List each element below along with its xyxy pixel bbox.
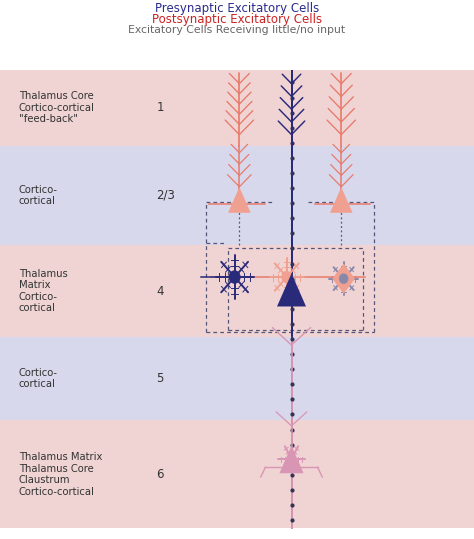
Polygon shape [332,264,355,294]
Bar [0,146,474,245]
Bar [0,337,474,420]
Text: 5: 5 [156,372,164,385]
Polygon shape [277,273,306,307]
Polygon shape [330,187,353,213]
Bar [0,0,474,70]
Text: 6: 6 [156,468,164,481]
Bar [0,245,474,337]
Bar [0,70,474,146]
Text: Excitatory Cells Receiving little/no input: Excitatory Cells Receiving little/no inp… [128,25,346,35]
Polygon shape [279,446,303,473]
Polygon shape [228,187,251,213]
Text: Cortico-
cortical: Cortico- cortical [19,184,58,206]
Circle shape [340,274,347,283]
Text: 2/3: 2/3 [156,189,175,202]
Circle shape [282,272,292,282]
Text: Thalamus
Matrix
Cortico-
cortical: Thalamus Matrix Cortico- cortical [19,268,68,314]
Text: Cortico-
cortical: Cortico- cortical [19,368,58,390]
Circle shape [288,455,295,464]
Text: Postsynaptic Excitatory Cells: Postsynaptic Excitatory Cells [152,13,322,26]
Text: 4: 4 [156,285,164,298]
Text: 1: 1 [156,101,164,114]
Text: Presynaptic Excitatory Cells: Presynaptic Excitatory Cells [155,2,319,15]
Circle shape [229,271,240,283]
Text: Thalamus Core
Cortico-cortical
"feed-back": Thalamus Core Cortico-cortical "feed-bac… [19,91,95,125]
Text: Thalamus Matrix
Thalamus Core
Claustrum
Cortico-cortical: Thalamus Matrix Thalamus Core Claustrum … [19,452,102,497]
Bar [0,420,474,528]
